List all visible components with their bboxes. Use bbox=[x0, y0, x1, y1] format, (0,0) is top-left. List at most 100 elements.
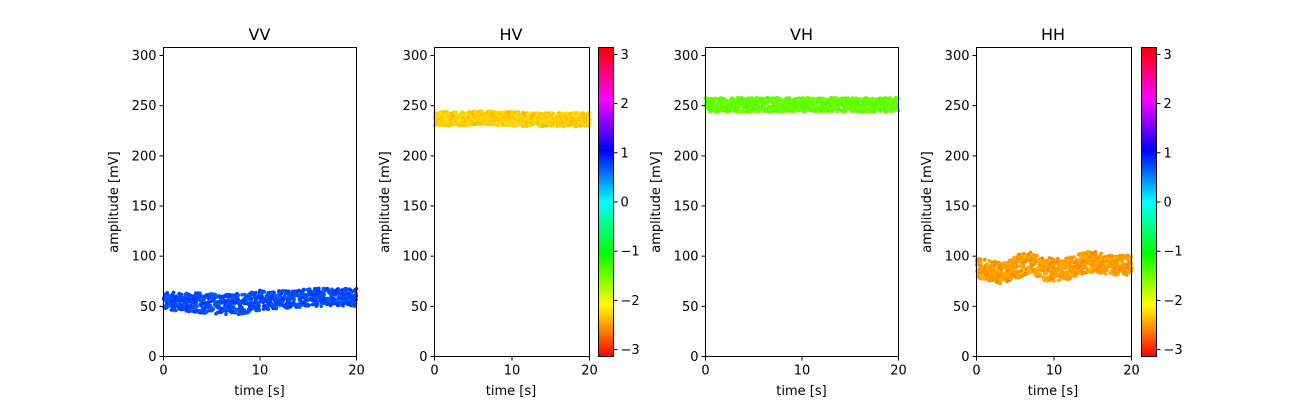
data-point bbox=[307, 303, 311, 308]
y-axis-label: amplitude [mV] bbox=[920, 151, 935, 253]
data-point bbox=[850, 96, 855, 100]
data-point bbox=[262, 290, 267, 294]
y-tick-label: 200 bbox=[132, 149, 157, 164]
data-point bbox=[998, 281, 1003, 286]
data-point bbox=[246, 297, 251, 301]
data-point bbox=[240, 305, 244, 310]
panel-vh: VH 0 50 100 150 200 250 300 0 10 20 time [s] amp… bbox=[649, 25, 907, 399]
data-point bbox=[1051, 279, 1056, 283]
y-tick-label: 200 bbox=[674, 149, 699, 164]
y-tick-label: 50 bbox=[953, 300, 970, 315]
data-point bbox=[1072, 255, 1076, 259]
data-point bbox=[504, 123, 509, 128]
data-point bbox=[292, 297, 297, 302]
data-point bbox=[163, 298, 167, 302]
x-tick-label: 10 bbox=[1046, 364, 1063, 379]
data-point bbox=[1120, 260, 1125, 265]
y-axis: 0 50 100 150 200 250 300 bbox=[674, 49, 706, 365]
colorbar-tick-label: 3 bbox=[1164, 48, 1172, 63]
y-tick-label: 300 bbox=[132, 49, 157, 64]
data-point bbox=[454, 110, 458, 114]
x-axis-label: time [s] bbox=[776, 384, 826, 399]
x-tick-label: 0 bbox=[972, 364, 980, 379]
data-point bbox=[223, 306, 228, 310]
data-point bbox=[224, 312, 228, 317]
x-tick-label: 20 bbox=[348, 364, 365, 379]
x-axis: 0 10 20 bbox=[701, 356, 907, 379]
x-tick-label: 10 bbox=[252, 364, 269, 379]
y-axis: 0 50 100 150 200 250 300 bbox=[945, 49, 977, 365]
x-tick-label: 20 bbox=[890, 364, 907, 379]
data-point bbox=[1039, 274, 1043, 278]
colorbar-tick-label: −2 bbox=[621, 294, 640, 309]
colorbar-tick-label: 0 bbox=[1164, 196, 1172, 211]
x-tick-label: 20 bbox=[1123, 364, 1140, 379]
y-tick-label: 50 bbox=[140, 300, 157, 315]
data-point bbox=[202, 297, 206, 302]
y-tick-label: 150 bbox=[132, 200, 157, 215]
plot-frame bbox=[976, 47, 1132, 357]
y-axis: 0 50 100 150 200 250 300 bbox=[132, 49, 164, 365]
x-tick-label: 10 bbox=[794, 364, 811, 379]
data-point bbox=[792, 109, 796, 113]
y-tick-label: 0 bbox=[961, 350, 969, 365]
data-point bbox=[983, 257, 987, 262]
data-point bbox=[266, 307, 271, 312]
data-point bbox=[319, 304, 324, 309]
colorbar-tick-label: 0 bbox=[621, 196, 629, 211]
data-point bbox=[257, 304, 261, 308]
panel-title: VV bbox=[249, 25, 271, 44]
y-tick-label: 0 bbox=[690, 350, 698, 365]
data-point bbox=[1027, 271, 1032, 275]
scatter-points bbox=[161, 286, 359, 317]
x-tick-label: 0 bbox=[430, 364, 438, 379]
y-tick-label: 150 bbox=[945, 200, 970, 215]
data-point bbox=[869, 109, 874, 114]
y-tick-label: 100 bbox=[132, 250, 157, 265]
data-point bbox=[315, 299, 319, 304]
x-axis-label: time [s] bbox=[486, 384, 536, 399]
data-point bbox=[487, 119, 492, 124]
data-point bbox=[815, 101, 819, 105]
data-point bbox=[1118, 264, 1123, 269]
plot-frame bbox=[434, 47, 590, 357]
panel-vv: VV 0 50 100 150 200 250 300 0 10 20 time [s] amp… bbox=[107, 25, 365, 399]
data-point bbox=[286, 289, 291, 294]
data-point bbox=[254, 290, 258, 295]
y-tick-label: 100 bbox=[674, 250, 699, 265]
data-point bbox=[274, 305, 279, 310]
data-point bbox=[205, 293, 209, 297]
data-point bbox=[979, 257, 983, 262]
data-point bbox=[1103, 272, 1108, 276]
data-point bbox=[1033, 262, 1037, 267]
y-axis-label: amplitude [mV] bbox=[378, 151, 393, 253]
data-point bbox=[300, 295, 305, 300]
x-tick-label: 10 bbox=[504, 364, 521, 379]
data-point bbox=[165, 291, 170, 295]
data-point bbox=[302, 287, 306, 292]
data-point bbox=[864, 105, 869, 109]
x-tick-label: 20 bbox=[581, 364, 598, 379]
data-point bbox=[279, 291, 284, 296]
data-point bbox=[1116, 262, 1120, 266]
panel-title: HH bbox=[1041, 25, 1065, 44]
y-tick-label: 250 bbox=[132, 99, 157, 114]
data-point bbox=[474, 122, 479, 126]
data-point bbox=[1004, 271, 1009, 276]
data-point bbox=[289, 305, 293, 309]
y-tick-label: 200 bbox=[945, 149, 970, 164]
data-point bbox=[770, 109, 774, 114]
data-point bbox=[211, 307, 215, 312]
y-tick-label: 0 bbox=[148, 350, 156, 365]
data-point bbox=[257, 308, 262, 313]
colorbar-tick-label: −3 bbox=[1164, 343, 1183, 358]
data-point bbox=[198, 292, 202, 297]
y-tick-label: 250 bbox=[674, 99, 699, 114]
data-point bbox=[825, 102, 829, 106]
plot-frame bbox=[705, 47, 899, 357]
y-tick-label: 300 bbox=[674, 49, 699, 64]
data-point bbox=[1034, 258, 1039, 263]
